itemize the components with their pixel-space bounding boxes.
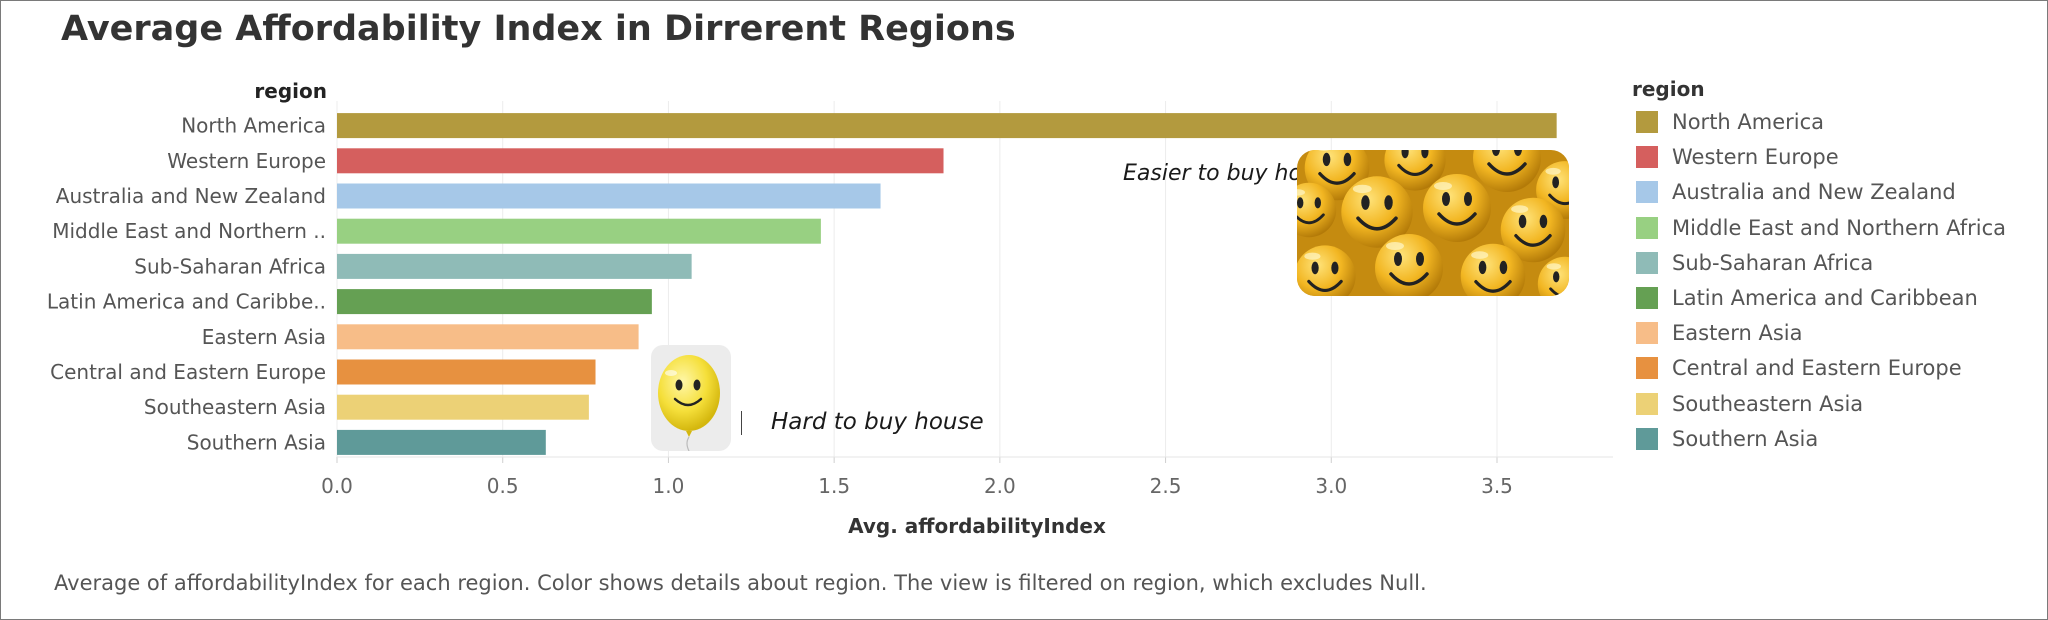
category-label: Australia and New Zealand	[56, 184, 326, 208]
x-tick-label: 3.0	[1315, 474, 1347, 498]
legend-item[interactable]: Middle East and Northern Africa	[1631, 215, 2007, 252]
legend-swatch	[1636, 111, 1658, 133]
category-label: Latin America and Caribbe..	[47, 290, 326, 314]
bar-7[interactable]	[337, 359, 596, 385]
bars	[337, 113, 1557, 455]
bar-8[interactable]	[337, 394, 589, 420]
legend-item[interactable]: Sub-Saharan Africa	[1631, 250, 2006, 287]
category-label: Middle East and Northern ..	[52, 219, 326, 243]
legend-item[interactable]: Australia and New Zealand	[1631, 181, 2006, 216]
legend-label: Middle East and Northern Africa	[1672, 215, 2007, 240]
hard-annotation: Hard to buy house	[771, 409, 984, 435]
legend-item[interactable]: Eastern Asia	[1631, 322, 2006, 357]
bar-2[interactable]	[337, 183, 881, 209]
x-tick-label: 3.5	[1481, 474, 1513, 498]
legend-label: Eastern Asia	[1672, 321, 1803, 346]
legend-items: North America Western Europe Australia and…	[1631, 111, 2006, 463]
bar-4[interactable]	[337, 253, 692, 279]
legend-item[interactable]: Southeastern Asia	[1631, 391, 2006, 428]
category-label: Southern Asia	[187, 430, 326, 454]
legend-item[interactable]: North America	[1631, 111, 2006, 146]
x-tick-labels: 0.0 0.5 1.0 1.5 2.0 2.5 3.0 3.5	[321, 457, 1513, 498]
bar-5[interactable]	[337, 289, 652, 315]
chart-title: Average Affordability Index in Dirrerent…	[61, 9, 1016, 49]
legend-swatch	[1636, 392, 1658, 415]
legend-label: Latin America and Caribbean	[1672, 285, 1978, 310]
legend-label: Central and Eastern Europe	[1672, 356, 1962, 381]
legend-item[interactable]: Western Europe	[1631, 146, 2006, 181]
category-label: Sub-Saharan Africa	[134, 254, 326, 278]
x-axis-title: Avg. affordabilityIndex	[848, 514, 1106, 538]
legend-label: Western Europe	[1672, 145, 1839, 170]
legend-item[interactable]: Latin America and Caribbean	[1631, 285, 2006, 322]
bar-0[interactable]	[337, 113, 1557, 139]
category-labels: North America Western Europe Australia and…	[47, 114, 326, 455]
category-label: Southeastern Asia	[144, 395, 326, 419]
chart-caption: Average of affordabilityIndex for each r…	[54, 571, 1427, 595]
smiley-balloon-icon	[651, 345, 731, 451]
legend-label: Australia and New Zealand	[1672, 180, 1956, 205]
category-label: Western Europe	[167, 149, 326, 173]
legend-swatch	[1636, 216, 1658, 239]
legend-swatch	[1636, 427, 1658, 450]
x-tick-label: 2.0	[984, 474, 1016, 498]
bar-9[interactable]	[337, 429, 546, 455]
bar-3[interactable]	[337, 218, 821, 244]
x-tick-label: 1.0	[653, 474, 685, 498]
x-tick-label: 0.0	[321, 474, 353, 498]
legend-item[interactable]: Central and Eastern Europe	[1631, 357, 2006, 392]
legend-swatch	[1636, 322, 1658, 345]
legend-swatch	[1636, 357, 1658, 380]
category-label: Central and Eastern Europe	[50, 360, 326, 384]
legend-label: Southern Asia	[1672, 426, 1819, 451]
x-tick-label: 1.5	[818, 474, 850, 498]
category-label: Eastern Asia	[202, 325, 326, 349]
annotation-divider	[741, 411, 742, 435]
bar-1[interactable]	[337, 148, 944, 174]
smiley-faces-icon	[1297, 150, 1569, 296]
bar-6[interactable]	[337, 324, 639, 350]
category-label: North America	[181, 114, 326, 138]
legend-title: region	[1632, 77, 1705, 101]
legend-swatch	[1636, 251, 1658, 274]
legend-label: Southeastern Asia	[1672, 391, 1864, 416]
legend-label: Sub-Saharan Africa	[1672, 250, 1874, 275]
legend-swatch	[1636, 181, 1658, 204]
x-tick-label: 2.5	[1150, 474, 1182, 498]
x-tick-label: 0.5	[487, 474, 519, 498]
legend-item[interactable]: Southern Asia	[1631, 426, 2006, 463]
legend-swatch	[1636, 146, 1658, 169]
legend: region North America Western Europe Austra…	[1631, 77, 2006, 463]
legend-swatch	[1636, 286, 1658, 309]
legend-label: North America	[1672, 110, 1825, 134]
y-axis-header: region	[254, 79, 327, 103]
